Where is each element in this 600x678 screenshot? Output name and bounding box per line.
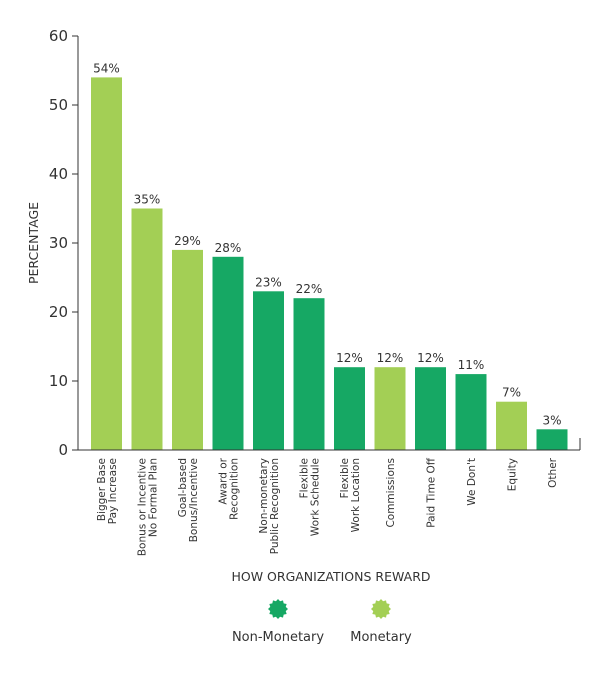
data-label: 11% (458, 358, 485, 372)
category-label: Paid Time Off (426, 457, 438, 528)
starburst-icon (268, 599, 288, 619)
legend-label: Monetary (350, 630, 412, 645)
data-label: 29% (174, 234, 201, 248)
bar (91, 77, 122, 451)
bar (536, 429, 568, 450)
x-axis-title: HOW ORGANIZATIONS REWARD (231, 569, 430, 584)
bar (415, 367, 446, 450)
bar (374, 367, 406, 450)
category-label: Commissions (385, 458, 397, 528)
bar (253, 291, 284, 450)
category-label: FlexibleWork Location (339, 458, 362, 532)
category-label: Other (547, 457, 559, 487)
category-label: Bonus or IncentiveNo Formal Plan (137, 458, 160, 556)
category-label: Equity (507, 458, 519, 491)
bar (496, 401, 527, 450)
data-label: 3% (542, 413, 561, 427)
category-label: FlexibleWork Schedule (299, 458, 322, 536)
category-label: Award orRecognition (218, 457, 241, 520)
bar (334, 367, 365, 450)
data-label: 12% (336, 351, 363, 365)
bar (131, 208, 163, 450)
data-label: 35% (134, 193, 161, 207)
data-label: 12% (377, 351, 404, 365)
data-label: 22% (296, 282, 323, 296)
x-axis: Bigger BasePay Increase Bonus or Incentiv… (78, 438, 581, 556)
bar (212, 256, 244, 450)
data-label: 7% (502, 386, 521, 400)
category-label: Goal-basedBonus/Incentive (177, 458, 200, 542)
category-label: Bigger BasePay Increase (96, 458, 119, 524)
data-label: 23% (255, 275, 282, 289)
bar (293, 298, 325, 450)
bars: 54% 35% 29% 28% 23% 22% 12% 12% 12% 11% 7% 3% (91, 61, 568, 451)
data-label: 28% (215, 241, 242, 255)
y-tick-label: 60 (49, 27, 68, 45)
y-axis-title: PERCENTAGE (26, 202, 41, 284)
data-label: 12% (417, 351, 444, 365)
y-tick-label: 30 (49, 234, 68, 252)
legend: Non-Monetary Monetary (232, 599, 412, 645)
y-axis: 0 10 20 30 40 50 60 (49, 27, 79, 459)
y-tick-label: 0 (58, 441, 68, 459)
starburst-icon (371, 599, 391, 619)
y-tick-label: 20 (49, 303, 68, 321)
data-label: 54% (93, 61, 120, 75)
bar (455, 374, 487, 450)
y-tick-label: 10 (49, 372, 68, 390)
category-label: We Don't (466, 458, 478, 506)
y-tick-label: 40 (49, 165, 68, 183)
bar (172, 249, 203, 450)
category-label: Non-monetaryPublic Recognition (258, 458, 281, 554)
legend-label: Non-Monetary (232, 630, 324, 645)
y-tick-label: 50 (49, 96, 68, 114)
